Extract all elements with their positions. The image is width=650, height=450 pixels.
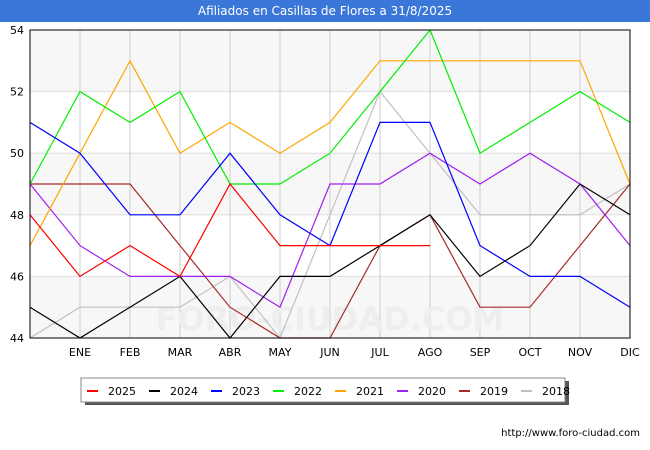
y-tick-label: 54: [10, 24, 24, 37]
series-line-2025: [29, 182, 430, 278]
x-tick-label: NOV: [568, 346, 593, 359]
y-tick-label: 50: [10, 147, 24, 160]
x-tick-label: JUL: [370, 346, 389, 359]
series-line-2024: [29, 183, 631, 339]
chart-title: Afiliados en Casillas de Flores a 31/8/2…: [0, 0, 650, 22]
plot-border: [29, 29, 631, 339]
x-tick-label: SEP: [470, 346, 491, 359]
y-tick-label: 46: [10, 270, 24, 283]
legend-label-2019: 2019: [480, 385, 508, 398]
legend-label-2025: 2025: [108, 385, 136, 398]
x-tick-label: MAY: [269, 346, 292, 359]
y-tick-label: 52: [10, 86, 24, 99]
x-tick-label: OCT: [518, 346, 541, 359]
legend-label-2024: 2024: [170, 385, 198, 398]
y-tick-label: 44: [10, 332, 24, 345]
x-tick-label: DIC: [620, 346, 640, 359]
y-tick-label: 48: [10, 209, 24, 222]
legend-label-2018: 2018: [542, 385, 570, 398]
x-tick-label: MAR: [168, 346, 193, 359]
series-line-2020: [29, 152, 631, 309]
series-line-2022: [29, 28, 631, 185]
x-tick-label: JUN: [319, 346, 340, 359]
x-tick-label: ABR: [219, 346, 242, 359]
source-url: http://www.foro-ciudad.com: [501, 428, 640, 439]
legend-box: [80, 377, 566, 403]
legend-label-2023: 2023: [232, 385, 260, 398]
legend-label-2021: 2021: [356, 385, 384, 398]
watermark: FORO-CIUDAD.COM: [156, 300, 505, 338]
series-line-2021: [29, 59, 631, 246]
x-tick-label: ENE: [69, 346, 91, 359]
x-tick-label: FEB: [120, 346, 141, 359]
legend-label-2022: 2022: [294, 385, 322, 398]
x-tick-label: AGO: [418, 346, 443, 359]
legend-label-2020: 2020: [418, 385, 446, 398]
